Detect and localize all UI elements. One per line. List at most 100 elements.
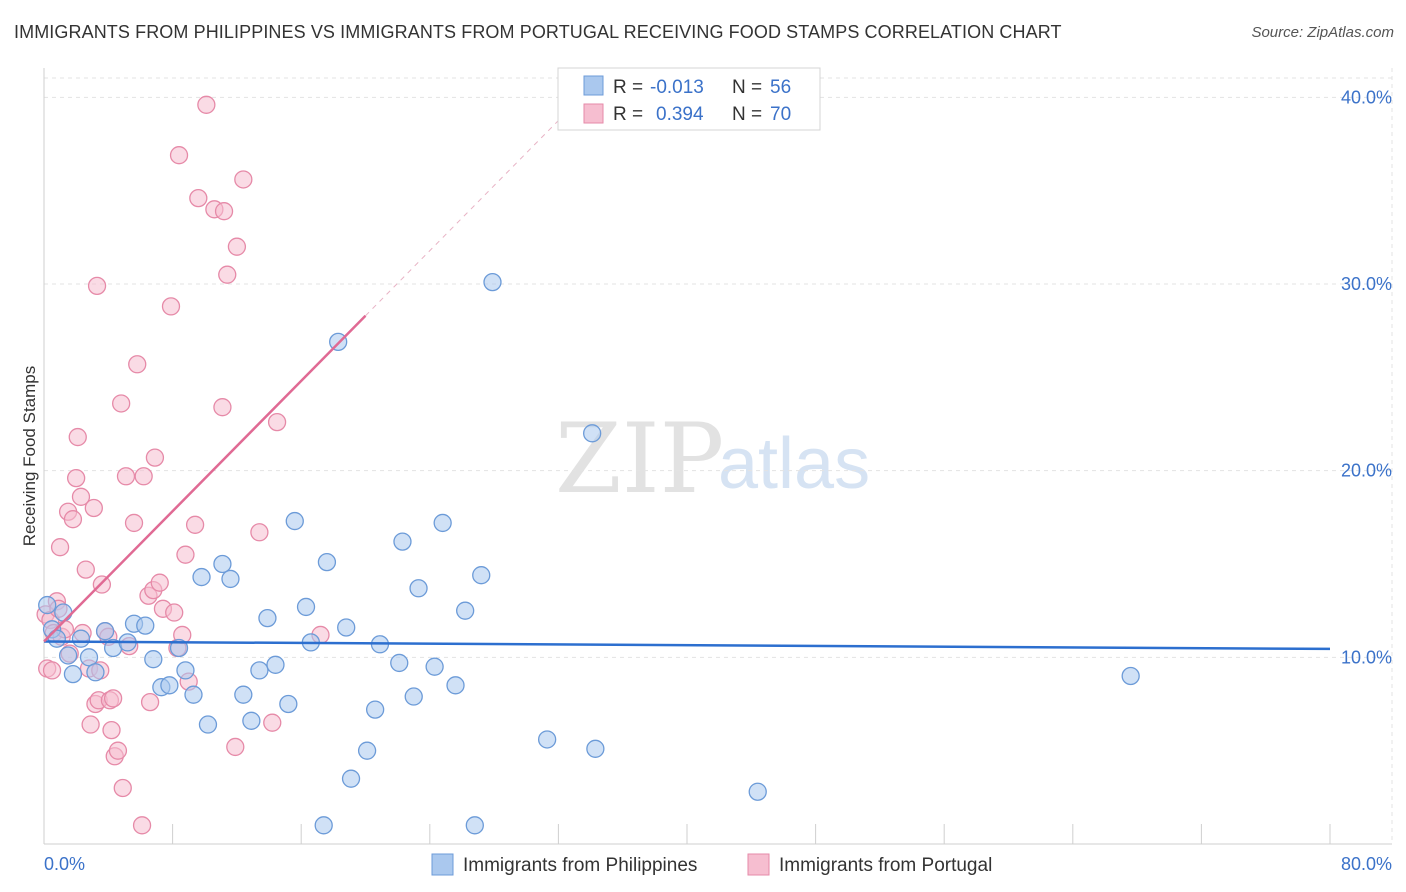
series-philippines-points [38, 272, 1140, 835]
point-philippines [425, 657, 444, 676]
point-portugal [134, 467, 153, 486]
point-portugal [116, 467, 136, 486]
point-philippines [136, 616, 155, 635]
trend-lines [43, 87, 1331, 651]
gridlines [44, 68, 1393, 844]
point-philippines [472, 566, 491, 585]
point-portugal [76, 560, 95, 579]
trend-line-portugal [43, 314, 367, 643]
point-portugal [124, 513, 144, 533]
point-portugal [150, 573, 169, 592]
point-portugal [84, 498, 103, 518]
point-portugal [189, 188, 208, 208]
legend-n-label-portugal: N = [732, 104, 762, 125]
bottom-legend-swatch-portugal [747, 853, 770, 876]
x-tick-label-min: 0.0% [44, 854, 85, 874]
point-philippines [357, 741, 377, 760]
series-legend: Immigrants from Philippines Immigrants f… [431, 853, 992, 876]
y-axis-label: Receiving Food Stamps [20, 366, 39, 546]
axes [43, 68, 1392, 845]
point-portugal [102, 720, 121, 740]
point-portugal [128, 355, 147, 374]
point-philippines [54, 603, 73, 622]
point-portugal [68, 427, 87, 447]
x-tick-label-max: 80.0% [1341, 854, 1392, 874]
point-philippines [341, 769, 361, 788]
point-portugal [234, 170, 253, 189]
point-portugal [71, 487, 91, 506]
point-portugal [250, 523, 269, 542]
point-portugal [185, 515, 205, 534]
point-philippines [1121, 666, 1140, 686]
legend-swatch-portugal [583, 103, 604, 124]
point-portugal [103, 689, 123, 708]
legend-n-label-philippines: N = [732, 77, 762, 98]
point-philippines [483, 272, 502, 292]
point-philippines [586, 739, 605, 758]
point-philippines [409, 579, 428, 598]
point-philippines [71, 629, 91, 648]
point-philippines [144, 650, 163, 669]
trend-line-philippines [43, 640, 1331, 651]
y-tick-label: 10.0% [1341, 647, 1392, 667]
point-philippines [213, 554, 232, 574]
point-philippines [95, 622, 115, 641]
bottom-legend-swatch-philippines [431, 853, 454, 876]
point-portugal [161, 297, 181, 316]
point-philippines [234, 685, 253, 704]
watermark: ZIP atlas [555, 403, 870, 515]
point-philippines [279, 694, 298, 714]
legend-r-value-portugal: 0.394 [656, 104, 704, 125]
point-portugal [113, 778, 132, 798]
point-portugal [42, 661, 62, 680]
point-portugal [176, 545, 195, 564]
point-philippines [58, 646, 78, 665]
point-philippines [296, 597, 316, 617]
source-credit: Source: ZipAtlas.com [1251, 24, 1394, 41]
point-portugal [227, 237, 247, 256]
point-philippines [169, 638, 189, 658]
correlation-legend: R = -0.013 N = 56 R = 0.394 N = 70 [557, 67, 821, 131]
point-portugal [140, 692, 160, 712]
y-tick-label: 30.0% [1341, 274, 1392, 294]
point-portugal [214, 202, 234, 221]
point-philippines [393, 532, 412, 551]
point-philippines [465, 816, 484, 835]
point-portugal [218, 265, 237, 284]
point-portugal [81, 715, 100, 734]
point-portugal [132, 816, 152, 835]
point-portugal [226, 737, 245, 757]
point-portugal [165, 603, 184, 622]
point-philippines [337, 618, 356, 637]
point-philippines [198, 715, 218, 734]
point-philippines [285, 511, 304, 531]
point-philippines [456, 601, 475, 620]
point-philippines [404, 687, 423, 706]
point-philippines [314, 816, 333, 835]
legend-swatch-philippines [583, 75, 604, 96]
point-portugal [267, 412, 287, 432]
point-philippines [63, 664, 83, 684]
point-philippines [184, 685, 203, 704]
point-portugal [63, 510, 83, 529]
point-philippines [748, 782, 767, 801]
y-tick-label: 40.0% [1341, 87, 1392, 107]
point-portugal [50, 538, 70, 557]
x-tick-marks [43, 824, 1331, 844]
point-philippines [365, 700, 385, 719]
legend-r-label-portugal: R = [613, 104, 643, 125]
legend-n-value-philippines: 56 [770, 77, 791, 98]
point-philippines [258, 608, 277, 628]
watermark-atlas: atlas [718, 424, 870, 504]
chart-title: IMMIGRANTS FROM PHILIPPINES VS IMMIGRANT… [14, 22, 1062, 42]
point-philippines [537, 730, 557, 749]
point-portugal [197, 95, 216, 114]
point-philippines [266, 655, 285, 674]
series-portugal-points [36, 95, 330, 835]
point-portugal [213, 398, 232, 417]
legend-n-value-portugal: 70 [770, 104, 791, 125]
point-philippines [250, 661, 269, 680]
point-philippines [583, 424, 602, 443]
point-philippines [446, 676, 465, 695]
